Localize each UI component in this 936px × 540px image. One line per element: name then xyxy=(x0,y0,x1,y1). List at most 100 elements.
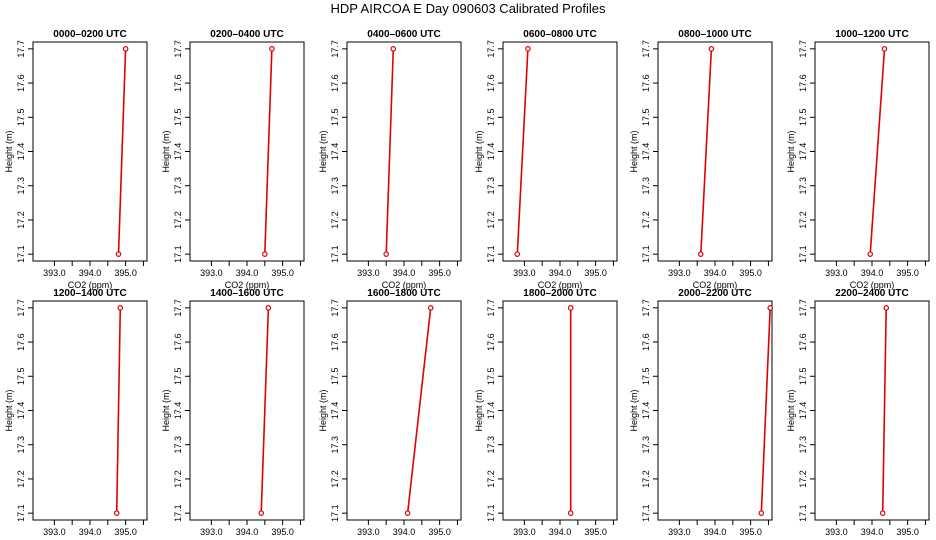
y-tick-label: 17.2 xyxy=(173,211,183,229)
y-tick-label: 17.1 xyxy=(641,245,651,263)
y-tick-label: 17.6 xyxy=(798,74,808,92)
y-tick-label: 17.1 xyxy=(330,245,340,263)
x-tick-label: 393.0 xyxy=(668,527,691,537)
y-tick-label: 17.2 xyxy=(798,470,808,488)
x-axis-label: CO2 (ppm) xyxy=(538,280,583,290)
y-tick-label: 17.1 xyxy=(798,245,808,263)
y-tick-label: 17.5 xyxy=(486,368,496,386)
y-axis-label: Height (m) xyxy=(4,130,14,172)
data-point xyxy=(567,510,574,516)
x-tick-label: 394.0 xyxy=(704,527,727,537)
x-tick-label: 393.0 xyxy=(43,527,66,537)
data-point xyxy=(767,305,774,311)
panel-title: 1400–1600 UTC xyxy=(210,288,283,299)
y-tick-label: 17.4 xyxy=(798,143,808,161)
y-tick-label: 17.5 xyxy=(16,368,26,386)
panel-title: 1600–1800 UTC xyxy=(367,288,440,299)
y-tick-label: 17.6 xyxy=(16,74,26,92)
x-tick-label: 394.0 xyxy=(79,268,102,278)
x-tick-label: 393.0 xyxy=(357,527,380,537)
y-tick-label: 17.3 xyxy=(486,177,496,195)
y-tick-label: 17.3 xyxy=(16,436,26,454)
panel-title: 2200–2400 UTC xyxy=(835,288,908,299)
plot-frame xyxy=(32,41,148,262)
x-tick-label: 395.0 xyxy=(739,527,762,537)
y-tick-label: 17.2 xyxy=(330,211,340,229)
y-tick-label: 17.7 xyxy=(330,40,340,58)
panel-title: 1000–1200 UTC xyxy=(835,29,908,40)
y-tick-label: 17.1 xyxy=(330,504,340,522)
y-tick-label: 17.3 xyxy=(641,177,651,195)
panel-title: 0000–0200 UTC xyxy=(53,29,126,40)
x-tick-label: 395.0 xyxy=(114,527,137,537)
x-tick-label: 394.0 xyxy=(549,527,572,537)
x-tick-label: 394.0 xyxy=(549,268,572,278)
y-tick-label: 17.4 xyxy=(173,402,183,420)
y-tick-label: 17.2 xyxy=(641,470,651,488)
data-point xyxy=(117,305,124,311)
x-tick-label: 393.0 xyxy=(43,268,66,278)
x-tick-label: 395.0 xyxy=(428,527,451,537)
y-tick-label: 17.4 xyxy=(486,143,496,161)
data-point xyxy=(383,251,389,257)
x-axis-label: CO2 (ppm) xyxy=(225,280,270,290)
plot-frame xyxy=(502,41,618,262)
data-point xyxy=(115,251,122,257)
y-axis-label: Height (m) xyxy=(161,130,171,172)
y-tick-label: 17.4 xyxy=(641,402,651,420)
y-tick-label: 17.6 xyxy=(173,333,183,351)
y-tick-label: 17.2 xyxy=(486,211,496,229)
x-tick-label: 394.0 xyxy=(79,527,102,537)
x-tick-label: 393.0 xyxy=(357,268,380,278)
profile-line xyxy=(881,307,887,514)
y-tick-label: 17.5 xyxy=(798,109,808,127)
plot-frame xyxy=(814,300,930,521)
y-tick-label: 17.1 xyxy=(486,245,496,263)
y-tick-label: 17.3 xyxy=(798,436,808,454)
profile-line xyxy=(869,48,886,255)
y-tick-label: 17.2 xyxy=(798,211,808,229)
y-tick-label: 17.3 xyxy=(486,436,496,454)
y-tick-label: 17.6 xyxy=(330,74,340,92)
x-axis-label: CO2 (ppm) xyxy=(382,280,427,290)
figure-title: HDP AIRCOA E Day 090603 Calibrated Profi… xyxy=(330,1,606,16)
y-tick-label: 17.4 xyxy=(173,143,183,161)
y-axis-label: Height (m) xyxy=(629,389,639,431)
y-tick-label: 17.3 xyxy=(798,177,808,195)
y-tick-label: 17.4 xyxy=(330,402,340,420)
y-tick-label: 17.4 xyxy=(486,402,496,420)
panel-title: 0800–1000 UTC xyxy=(678,29,751,40)
y-tick-label: 17.6 xyxy=(486,74,496,92)
y-tick-label: 17.3 xyxy=(16,177,26,195)
y-axis-label: Height (m) xyxy=(4,389,14,431)
plot-frame xyxy=(657,300,773,521)
y-tick-label: 17.2 xyxy=(330,470,340,488)
x-tick-label: 395.0 xyxy=(584,268,607,278)
x-tick-label: 393.0 xyxy=(825,527,848,537)
data-point xyxy=(883,305,890,311)
data-point xyxy=(404,510,411,516)
data-point xyxy=(262,251,268,257)
profile-line xyxy=(117,48,127,255)
plot-frame xyxy=(502,300,618,521)
panel-title: 0400–0600 UTC xyxy=(367,29,440,40)
profile-line xyxy=(406,307,432,514)
data-point xyxy=(269,46,275,52)
x-tick-label: 393.0 xyxy=(513,527,536,537)
x-tick-label: 395.0 xyxy=(114,268,137,278)
y-tick-label: 17.6 xyxy=(641,333,651,351)
y-tick-label: 17.3 xyxy=(330,177,340,195)
plot-frame xyxy=(346,300,462,521)
data-point xyxy=(867,251,874,257)
x-axis-label: CO2 (ppm) xyxy=(68,280,113,290)
profile-line xyxy=(115,307,122,514)
x-tick-label: 395.0 xyxy=(739,268,762,278)
plot-frame xyxy=(189,41,305,262)
panel-title: 0200–0400 UTC xyxy=(210,29,283,40)
plot-frame xyxy=(32,300,148,521)
